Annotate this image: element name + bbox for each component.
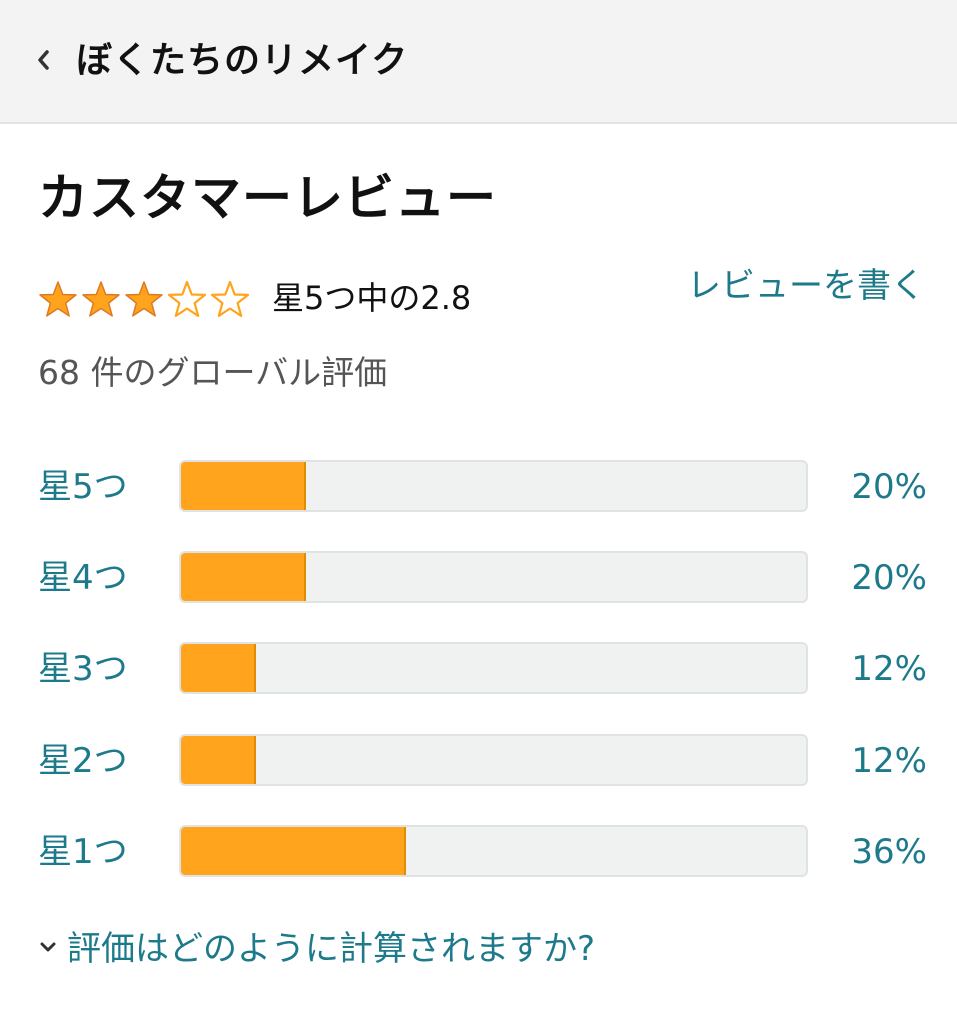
histogram-bar[interactable] [179,460,808,512]
histogram-percent[interactable]: 12% [851,741,927,781]
customer-reviews-heading: カスタマーレビュー [38,169,497,227]
histogram-row-4-star[interactable]: 星4つ 20% [0,550,957,606]
star-rating [38,280,250,320]
histogram-label[interactable]: 星2つ [38,741,128,781]
histogram-bar[interactable] [179,551,808,603]
global-rating-count: 68 件のグローバル評価 [38,353,388,392]
write-review-link[interactable]: レビューを書く [687,266,925,306]
histogram-label[interactable]: 星4つ [38,558,128,598]
chevron-down-icon [40,942,56,952]
histogram-label[interactable]: 星1つ [38,832,128,872]
histogram-row-2-star[interactable]: 星2つ 12% [0,733,957,789]
histogram-percent[interactable]: 20% [851,467,927,507]
histogram-row-5-star[interactable]: 星5つ 20% [0,459,957,515]
histogram-label[interactable]: 星5つ [38,467,128,507]
histogram-row-3-star[interactable]: 星3つ 12% [0,641,957,697]
histogram-bar[interactable] [179,825,808,877]
histogram-bar-fill [181,827,406,875]
star-filled-icon [125,281,163,317]
chevron-left-icon[interactable] [36,49,50,71]
histogram-percent[interactable]: 36% [851,832,927,872]
histogram-bar[interactable] [179,734,808,786]
histogram-bar-fill [181,736,256,784]
page-title: ぼくたちのリメイク [76,40,409,81]
star-empty-icon [167,280,207,318]
histogram-percent[interactable]: 20% [851,558,927,598]
star-filled-icon [39,281,77,317]
rating-summary: 星5つ中の2.8 [272,279,472,317]
how-ratings-calculated-link[interactable]: 評価はどのように計算されますか? [67,929,596,969]
histogram-percent[interactable]: 12% [851,649,927,689]
histogram-bar-fill [181,644,256,692]
histogram-bar-fill [181,462,306,510]
histogram-bar[interactable] [179,642,808,694]
header-bar: ぼくたちのリメイク [0,0,957,124]
star-empty-icon [210,280,250,318]
histogram-bar-fill [181,553,306,601]
star-filled-icon [82,281,120,317]
histogram-row-1-star[interactable]: 星1つ 36% [0,824,957,880]
histogram-label[interactable]: 星3つ [38,649,128,689]
